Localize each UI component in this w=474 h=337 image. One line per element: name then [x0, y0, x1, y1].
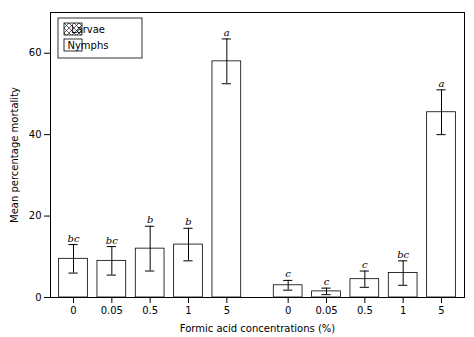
svg-text:c: c — [324, 276, 330, 287]
svg-text:b: b — [147, 214, 153, 225]
svg-text:bc: bc — [397, 249, 409, 260]
svg-text:20: 20 — [29, 210, 42, 221]
svg-text:1: 1 — [185, 305, 191, 316]
svg-text:Mean percentage mortality: Mean percentage mortality — [9, 87, 20, 223]
svg-text:0.5: 0.5 — [357, 305, 373, 316]
svg-text:a: a — [439, 78, 445, 89]
svg-text:bc: bc — [106, 235, 118, 246]
svg-text:Nymphs: Nymphs — [67, 40, 108, 51]
svg-text:0: 0 — [70, 305, 76, 316]
svg-text:bc: bc — [67, 233, 79, 244]
svg-text:0: 0 — [285, 305, 291, 316]
svg-text:0.05: 0.05 — [101, 305, 123, 316]
svg-text:Larvae: Larvae — [71, 24, 105, 35]
svg-text:5: 5 — [438, 305, 444, 316]
svg-text:a: a — [224, 27, 230, 38]
svg-text:c: c — [285, 268, 291, 279]
svg-text:5: 5 — [224, 305, 230, 316]
svg-text:40: 40 — [29, 129, 42, 140]
svg-text:Formic acid concentrations (%): Formic acid concentrations (%) — [180, 323, 336, 334]
svg-text:60: 60 — [29, 47, 42, 58]
svg-text:0: 0 — [35, 292, 41, 303]
svg-text:1: 1 — [400, 305, 406, 316]
svg-text:0.05: 0.05 — [315, 305, 337, 316]
svg-text:c: c — [362, 259, 368, 270]
svg-text:0.5: 0.5 — [142, 305, 158, 316]
svg-text:b: b — [185, 216, 191, 227]
